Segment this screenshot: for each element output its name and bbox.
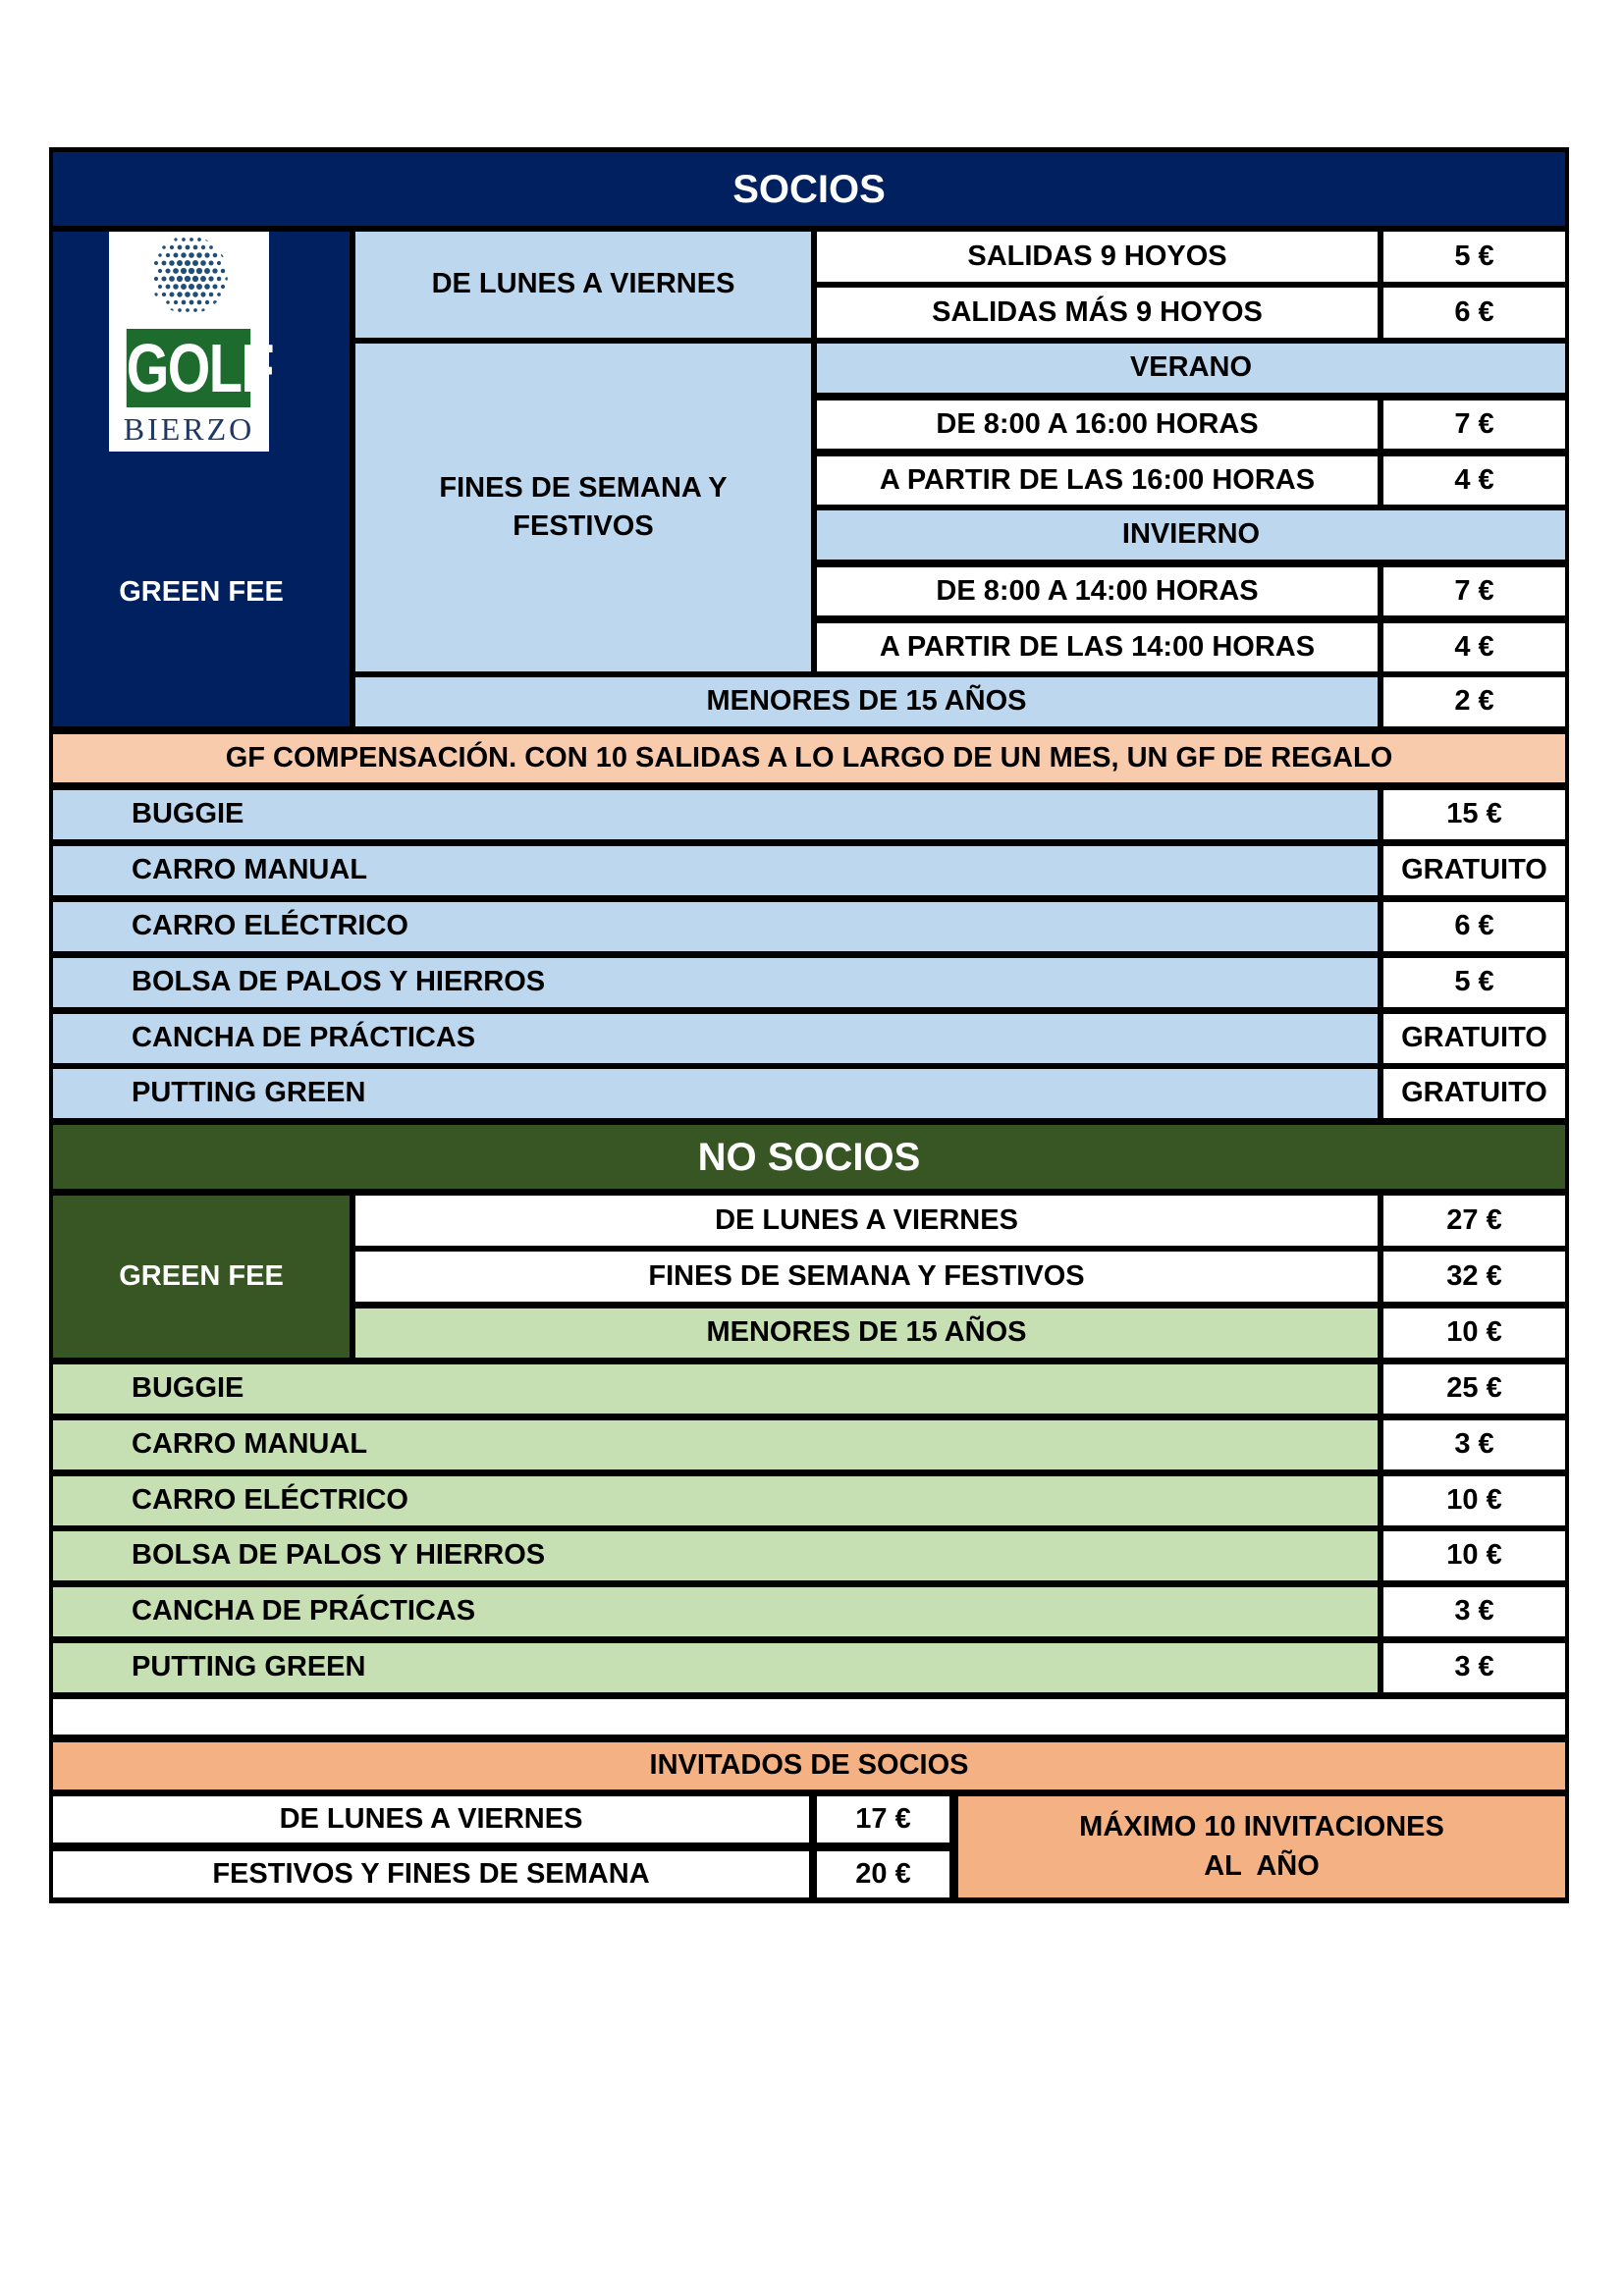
socios-extra-label: CANCHA DE PRÁCTICAS <box>53 1014 1378 1063</box>
invitados-note-line2: AL AÑO <box>1204 1849 1320 1882</box>
socios-weekends-label: FINES DE SEMANA Y FESTIVOS <box>355 344 811 671</box>
golf-bierzo-logo: GOLF BIERZO <box>109 232 275 452</box>
socios-minors-label: MENORES DE 15 AÑOS <box>355 677 1378 726</box>
no-socios-green-fee-label: GREEN FEE <box>53 1196 350 1358</box>
socios-winter-row-price: 7 € <box>1383 567 1565 615</box>
socios-summer-row-price: 7 € <box>1383 400 1565 449</box>
socios-extra-label: CARRO MANUAL <box>53 846 1378 895</box>
invitados-row-price: 20 € <box>817 1851 949 1897</box>
invitados-row-label: FESTIVOS Y FINES DE SEMANA <box>53 1851 809 1897</box>
spacer-row <box>53 1699 1565 1735</box>
no-socios-title: NO SOCIOS <box>53 1125 1565 1189</box>
socios-winter-row-label: DE 8:00 A 14:00 HORAS <box>817 567 1378 615</box>
invitados-row-price: 17 € <box>817 1796 949 1842</box>
no-socios-extra-price: 25 € <box>1383 1364 1565 1414</box>
socios-extra-label: CARRO ELÉCTRICO <box>53 902 1378 951</box>
no-socios-extra-price: 3 € <box>1383 1587 1565 1636</box>
no-socios-fee-price: 27 € <box>1383 1196 1565 1246</box>
socios-weekday-row-price: 6 € <box>1383 288 1565 338</box>
no-socios-extra-price: 10 € <box>1383 1476 1565 1525</box>
socios-extra-label: BOLSA DE PALOS Y HIERROS <box>53 958 1378 1007</box>
socios-summer-row-price: 4 € <box>1383 456 1565 505</box>
socios-minors-price: 2 € <box>1383 677 1565 726</box>
no-socios-fee-label: DE LUNES A VIERNES <box>355 1196 1378 1246</box>
socios-winter-row-label: A PARTIR DE LAS 14:00 HORAS <box>817 623 1378 671</box>
socios-weekday-row-price: 5 € <box>1383 232 1565 282</box>
no-socios-extra-label: PUTTING GREEN <box>53 1643 1378 1692</box>
socios-title: SOCIOS <box>53 152 1565 226</box>
socios-extra-label: BUGGIE <box>53 790 1378 839</box>
invitados-title: INVITADOS DE SOCIOS <box>53 1742 1565 1789</box>
socios-extra-price: 5 € <box>1383 958 1565 1007</box>
socios-extra-price: 15 € <box>1383 790 1565 839</box>
no-socios-extra-price: 10 € <box>1383 1531 1565 1580</box>
socios-weekdays-label: DE LUNES A VIERNES <box>355 232 811 338</box>
no-socios-extra-label: CANCHA DE PRÁCTICAS <box>53 1587 1378 1636</box>
no-socios-extra-label: CARRO ELÉCTRICO <box>53 1476 1378 1525</box>
invitados-note-line1: MÁXIMO 10 INVITACIONES <box>1079 1811 1444 1843</box>
socios-winter-row-price: 4 € <box>1383 623 1565 671</box>
compensation-note: GF COMPENSACIÓN. CON 10 SALIDAS A LO LAR… <box>53 734 1565 782</box>
no-socios-extra-price: 3 € <box>1383 1643 1565 1692</box>
invitados-note: MÁXIMO 10 INVITACIONES AL AÑO <box>958 1796 1565 1897</box>
socios-weekday-row-label: SALIDAS MÁS 9 HOYOS <box>817 288 1378 338</box>
logo-golf-text: GOLF <box>126 329 275 407</box>
socios-extra-price: GRATUITO <box>1383 1069 1565 1118</box>
no-socios-extra-label: CARRO MANUAL <box>53 1420 1378 1469</box>
socios-weekday-row-label: SALIDAS 9 HOYOS <box>817 232 1378 282</box>
golf-ball-icon <box>153 238 228 312</box>
no-socios-fee-label: MENORES DE 15 AÑOS <box>355 1308 1378 1358</box>
invitados-row-label: DE LUNES A VIERNES <box>53 1796 809 1842</box>
socios-extra-price: 6 € <box>1383 902 1565 951</box>
no-socios-extra-label: BOLSA DE PALOS Y HIERROS <box>53 1531 1378 1580</box>
no-socios-fee-price: 32 € <box>1383 1252 1565 1302</box>
no-socios-extra-label: BUGGIE <box>53 1364 1378 1414</box>
logo-bierzo-text: BIERZO <box>123 411 255 447</box>
socios-winter-label: INVIERNO <box>817 510 1565 560</box>
socios-summer-row-label: DE 8:00 A 16:00 HORAS <box>817 400 1378 449</box>
no-socios-fee-label: FINES DE SEMANA Y FESTIVOS <box>355 1252 1378 1302</box>
socios-summer-row-label: A PARTIR DE LAS 16:00 HORAS <box>817 456 1378 505</box>
socios-extra-label: PUTTING GREEN <box>53 1069 1378 1118</box>
socios-extra-price: GRATUITO <box>1383 1014 1565 1063</box>
socios-extra-price: GRATUITO <box>1383 846 1565 895</box>
socios-summer-label: VERANO <box>817 344 1565 393</box>
no-socios-fee-price: 10 € <box>1383 1308 1565 1358</box>
no-socios-extra-price: 3 € <box>1383 1420 1565 1469</box>
